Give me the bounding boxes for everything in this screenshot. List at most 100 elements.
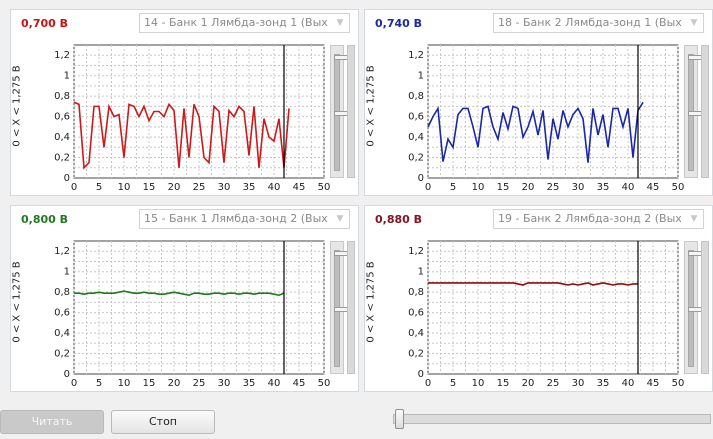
y-tick-label: 0,6 xyxy=(408,112,424,123)
vertical-scrollbar[interactable] xyxy=(347,241,355,374)
y-tick-label: 0,8 xyxy=(54,287,70,298)
chart-panel-bank1-sensor2: 0,800 В 15 - Банк 1 Лямбда-зонд 2 (Выходн… xyxy=(10,205,359,392)
sensor-select[interactable]: 14 - Банк 1 Лямбда-зонд 1 (Выходное ▼ xyxy=(139,13,350,33)
plot-area xyxy=(427,240,679,375)
scale-slider-track xyxy=(688,54,702,171)
x-tick-label: 50 xyxy=(318,378,331,389)
x-tick-label: 15 xyxy=(143,378,156,389)
sensor-select[interactable]: 15 - Банк 1 Лямбда-зонд 2 (Выходное ▼ xyxy=(139,209,350,229)
x-tick-label: 0 xyxy=(425,182,431,193)
x-tick-label: 25 xyxy=(547,378,560,389)
y-tick-label: 0,6 xyxy=(408,308,424,319)
x-tick-label: 40 xyxy=(622,182,635,193)
voltage-value: 0,880 В xyxy=(375,213,423,226)
sensor-select-label: 19 - Банк 2 Лямбда-зонд 2 (Выходное xyxy=(498,212,682,225)
x-tick-label: 25 xyxy=(193,378,206,389)
x-tick-label: 30 xyxy=(572,378,585,389)
x-tick-label: 10 xyxy=(472,378,485,389)
time-slider-track xyxy=(393,414,711,424)
x-tick-label: 30 xyxy=(218,378,231,389)
y-tick-label: 0,8 xyxy=(54,91,70,102)
x-tick-label: 0 xyxy=(425,378,431,389)
y-tick-label: 0,8 xyxy=(408,287,424,298)
sensor-select[interactable]: 18 - Банк 2 Лямбда-зонд 1 (Выходное ▼ xyxy=(493,13,704,33)
y-tick-label: 0,2 xyxy=(54,349,70,360)
voltage-chart: 0 5 10 15 20 25 30 35 40 45 50 0 0,2 0,4 0,6 0,8 1 1,2 xyxy=(54,44,330,193)
x-tick-label: 20 xyxy=(522,182,535,193)
x-tick-label: 5 xyxy=(96,182,102,193)
sensor-select-label: 14 - Банк 1 Лямбда-зонд 1 (Выходное xyxy=(144,16,328,29)
scale-slider[interactable] xyxy=(330,241,348,374)
y-tick-label: 0,4 xyxy=(54,132,70,143)
x-tick-label: 50 xyxy=(672,378,685,389)
scale-slider-handle[interactable] xyxy=(688,55,702,60)
x-tick-label: 0 xyxy=(71,182,77,193)
scale-slider-handle[interactable] xyxy=(688,251,702,256)
x-tick-label: 35 xyxy=(597,182,610,193)
scale-slider[interactable] xyxy=(330,45,348,178)
time-slider[interactable] xyxy=(393,408,711,430)
sensor-select[interactable]: 19 - Банк 2 Лямбда-зонд 2 (Выходное ▼ xyxy=(493,209,704,229)
y-tick-label: 0 xyxy=(418,173,424,184)
x-tick-label: 5 xyxy=(450,378,456,389)
vertical-scrollbar[interactable] xyxy=(701,45,709,178)
voltage-value: 0,700 В xyxy=(21,17,69,30)
scale-slider-handle[interactable] xyxy=(688,307,702,312)
read-button[interactable]: Читать xyxy=(0,410,104,434)
vertical-scrollbar[interactable] xyxy=(701,241,709,374)
y-tick-label: 1,2 xyxy=(408,50,424,61)
stop-button[interactable]: Стоп xyxy=(111,410,215,434)
series-line xyxy=(74,290,285,297)
x-tick-label: 45 xyxy=(293,378,306,389)
vertical-scrollbar[interactable] xyxy=(347,45,355,178)
chart-panel-bank2-sensor1: 0,740 В 18 - Банк 2 Лямбда-зонд 1 (Выходн… xyxy=(364,9,713,196)
x-tick-label: 5 xyxy=(96,378,102,389)
x-tick-label: 40 xyxy=(268,182,281,193)
scale-slider-track xyxy=(334,250,348,367)
x-tick-label: 10 xyxy=(118,378,131,389)
scale-slider-track xyxy=(688,250,702,367)
x-tick-label: 0 xyxy=(71,378,77,389)
scale-slider-handle[interactable] xyxy=(334,307,348,312)
chevron-down-icon[interactable]: ▼ xyxy=(690,18,698,28)
y-tick-label: 1 xyxy=(418,71,424,82)
y-tick-label: 0,4 xyxy=(408,132,424,143)
x-tick-label: 30 xyxy=(218,182,231,193)
voltage-chart: 0 5 10 15 20 25 30 35 40 45 50 0 0,2 0,4 0,6 0,8 1 1,2 xyxy=(408,240,685,389)
voltage-value: 0,800 В xyxy=(21,213,69,226)
scale-slider[interactable] xyxy=(684,45,702,178)
y-tick-label: 0,2 xyxy=(408,153,424,164)
x-tick-label: 5 xyxy=(450,182,456,193)
y-tick-label: 1 xyxy=(418,267,424,278)
scale-slider-handle[interactable] xyxy=(688,111,702,116)
time-slider-handle[interactable] xyxy=(395,409,404,429)
y-tick-label: 1,2 xyxy=(54,50,70,61)
y-tick-label: 0,8 xyxy=(408,91,424,102)
y-tick-label: 1 xyxy=(64,267,70,278)
plot-area xyxy=(73,240,325,375)
y-tick-label: 0,4 xyxy=(54,328,70,339)
x-tick-label: 10 xyxy=(118,182,131,193)
chevron-down-icon[interactable]: ▼ xyxy=(336,214,344,224)
scale-slider-track xyxy=(334,54,348,171)
voltage-chart: 0 5 10 15 20 25 30 35 40 45 50 0 0,2 0,4 0,6 0,8 1 1,2 xyxy=(408,44,685,193)
voltage-value: 0,740 В xyxy=(375,17,423,30)
chevron-down-icon[interactable]: ▼ xyxy=(336,18,344,28)
chevron-down-icon[interactable]: ▼ xyxy=(690,214,698,224)
y-tick-label: 0,2 xyxy=(408,349,424,360)
x-tick-label: 40 xyxy=(268,378,281,389)
y-tick-label: 0,6 xyxy=(54,112,70,123)
series-line xyxy=(73,101,290,170)
scale-slider-handle[interactable] xyxy=(334,55,348,60)
y-tick-label: 0,6 xyxy=(54,308,70,319)
x-tick-label: 20 xyxy=(522,378,535,389)
scale-slider-handle[interactable] xyxy=(334,111,348,116)
voltage-chart: 0 5 10 15 20 25 30 35 40 45 50 0 0,2 0,4 0,6 0,8 1 1,2 xyxy=(54,240,331,389)
x-tick-label: 50 xyxy=(672,182,685,193)
y-tick-label: 0 xyxy=(64,369,70,380)
scale-slider[interactable] xyxy=(684,241,702,374)
y-tick-label: 0 xyxy=(64,173,70,184)
scale-slider-handle[interactable] xyxy=(334,251,348,256)
chart-panel-bank2-sensor2: 0,880 В 19 - Банк 2 Лямбда-зонд 2 (Выходн… xyxy=(364,205,713,392)
y-tick-label: 1,2 xyxy=(54,246,70,257)
